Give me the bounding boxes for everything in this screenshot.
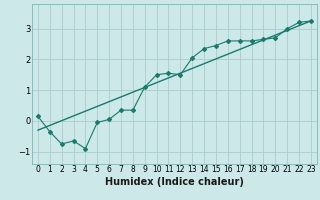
X-axis label: Humidex (Indice chaleur): Humidex (Indice chaleur): [105, 177, 244, 187]
